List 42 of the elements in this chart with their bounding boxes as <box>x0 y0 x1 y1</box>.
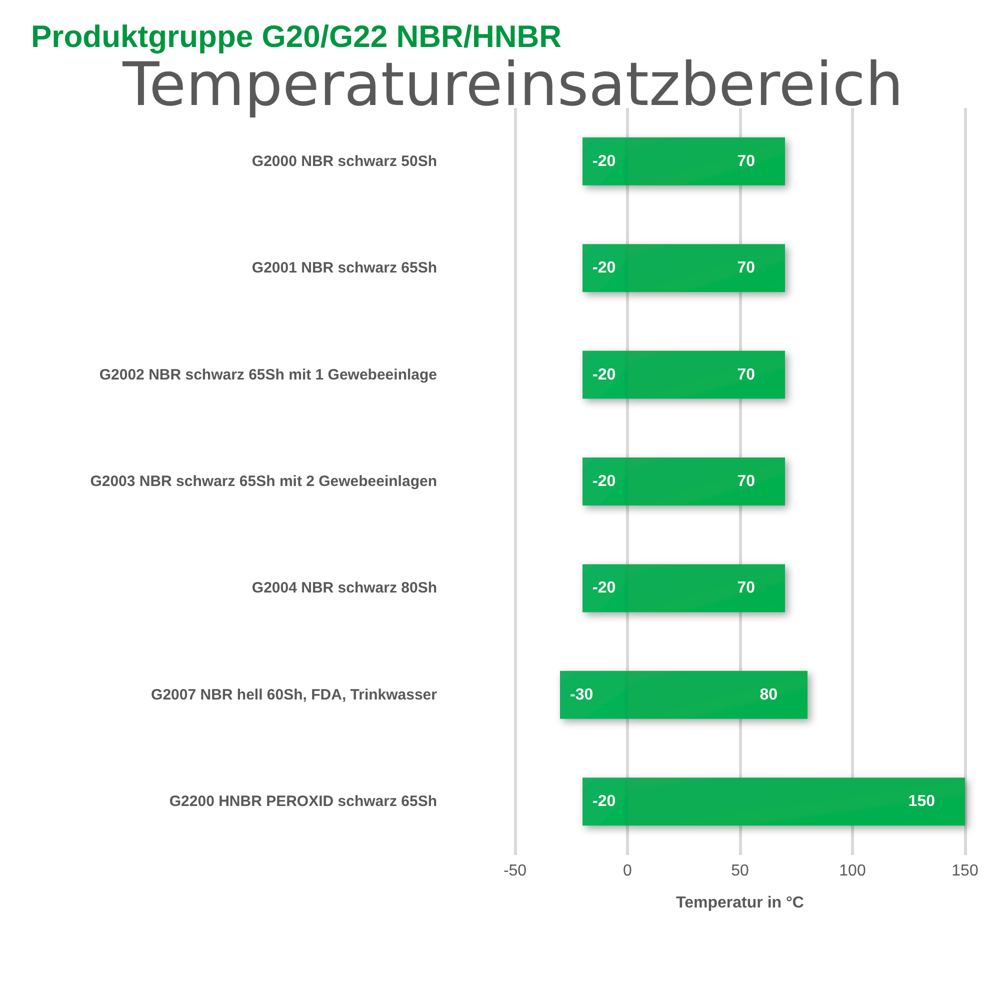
y-tick-label: G2002 NBR schwarz 65Sh mit 1 Gewebeeinlage <box>99 366 437 384</box>
data-label: -20 <box>592 366 616 384</box>
bar <box>628 670 808 719</box>
y-tick-label: G2000 NBR schwarz 50Sh <box>252 152 437 170</box>
data-label: 70 <box>737 473 756 490</box>
y-tick-label: G2200 HNBR PEROXID schwarz 65Sh <box>169 793 437 810</box>
bar <box>560 670 628 719</box>
data-label: -20 <box>592 793 616 810</box>
data-label: 150 <box>908 793 936 810</box>
bar <box>582 244 628 292</box>
x-tick-label: 0 <box>623 862 632 880</box>
y-tick-label: G2003 NBR schwarz 65Sh mit 2 Gewebeeinlagen <box>90 473 437 490</box>
y-tick-label: G2001 NBR schwarz 65Sh <box>252 260 437 277</box>
bar <box>628 458 785 506</box>
bar <box>582 564 628 612</box>
data-label: 70 <box>737 260 756 277</box>
bar <box>582 458 628 506</box>
bar <box>628 137 785 186</box>
bar <box>628 244 785 292</box>
data-label: -20 <box>592 260 616 277</box>
chart-title: Produktgruppe G20/G22 NBR/HNBR <box>31 19 562 54</box>
bar <box>628 778 965 826</box>
data-label: -20 <box>592 152 616 170</box>
y-tick-label: G2004 NBR schwarz 80Sh <box>252 580 437 597</box>
data-label: -20 <box>592 580 616 597</box>
x-tick-label: -50 <box>503 862 527 880</box>
data-label: -20 <box>592 473 616 490</box>
bar <box>582 778 628 826</box>
bar <box>582 350 628 399</box>
bar <box>582 137 628 186</box>
x-tick-label: 150 <box>952 862 978 880</box>
bar <box>628 350 785 399</box>
data-label: 70 <box>737 580 756 597</box>
bar <box>628 564 785 612</box>
x-tick-label: 50 <box>731 862 749 880</box>
data-label: 70 <box>737 366 756 384</box>
data-label: 80 <box>760 686 778 704</box>
x-tick-label: 100 <box>839 862 866 880</box>
x-axis-title: Temperatur in °C <box>676 894 804 912</box>
y-tick-label: G2007 NBR hell 60Sh, FDA, Trinkwasser <box>151 686 438 704</box>
data-label: 70 <box>737 152 756 170</box>
data-label: -30 <box>570 686 594 704</box>
